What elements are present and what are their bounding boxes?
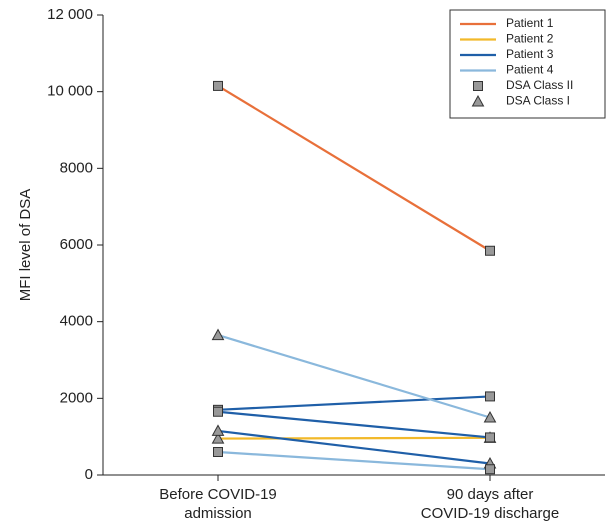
legend-label: DSA Class I xyxy=(506,94,570,108)
marker xyxy=(485,464,495,475)
y-axis-label: MFI level of DSA xyxy=(17,189,34,302)
x-tick-label: 90 days after COVID-19 discharge xyxy=(420,486,560,522)
marker xyxy=(211,424,225,436)
y-tick-label: 6000 xyxy=(60,236,93,253)
series-line xyxy=(217,450,491,471)
y-tick-label: 2000 xyxy=(60,389,93,406)
marker xyxy=(485,432,495,443)
legend-label: DSA Class II xyxy=(506,78,573,92)
marker xyxy=(471,94,485,107)
y-tick-label: 10 000 xyxy=(47,83,93,100)
legend-label: Patient 1 xyxy=(506,16,554,30)
series-line xyxy=(217,410,491,439)
series-line xyxy=(217,395,491,411)
legend-label: Patient 4 xyxy=(506,63,554,77)
marker xyxy=(473,81,483,91)
marker xyxy=(485,391,495,402)
series-line xyxy=(217,334,491,419)
y-tick-label: 4000 xyxy=(60,313,93,330)
y-tick-label: 8000 xyxy=(60,159,93,176)
marker xyxy=(213,406,223,417)
marker xyxy=(483,410,497,423)
marker xyxy=(211,328,225,341)
legend-label: Patient 3 xyxy=(506,47,554,61)
legend-label: Patient 2 xyxy=(506,32,554,46)
marker xyxy=(485,245,495,256)
y-tick-label: 0 xyxy=(85,466,93,483)
y-tick-label: 12 000 xyxy=(47,6,93,23)
legend-box xyxy=(449,9,606,119)
series-line xyxy=(217,436,491,440)
series-line xyxy=(217,429,491,465)
marker xyxy=(213,447,223,457)
marker xyxy=(213,80,223,91)
x-tick-label: Before COVID-19 admission xyxy=(159,486,277,522)
marker xyxy=(211,432,225,444)
series-line xyxy=(217,84,491,252)
